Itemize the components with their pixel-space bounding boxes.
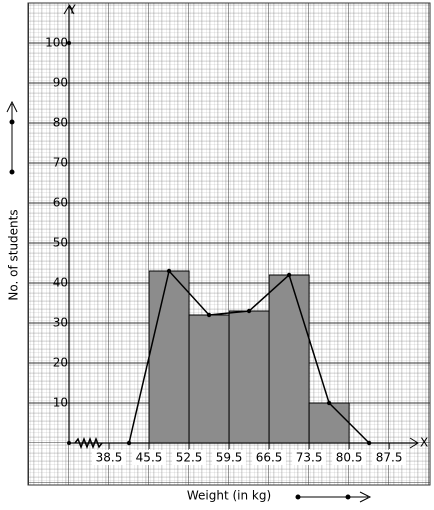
y-tick-label: 50 bbox=[53, 236, 68, 250]
bar bbox=[188, 314, 230, 444]
y-tick-label: 40 bbox=[53, 276, 68, 290]
y-arrow bbox=[63, 5, 75, 15]
y-tick-label: 20 bbox=[53, 356, 68, 370]
x-tick-label: 66.5 bbox=[256, 451, 283, 465]
x-tick-bg bbox=[252, 450, 287, 465]
y-tick-label: 70 bbox=[53, 156, 68, 170]
x-tick-bg bbox=[372, 450, 407, 465]
x-tick-bg bbox=[292, 450, 327, 465]
x-arrow bbox=[409, 437, 419, 449]
x-tick-label: 45.5 bbox=[136, 451, 163, 465]
polygon-point bbox=[326, 400, 332, 406]
x-tick-bg bbox=[92, 450, 127, 465]
y-tick-label: 60 bbox=[53, 196, 68, 210]
y-axis-name: Y bbox=[67, 3, 76, 17]
x-axis-label: Weight (in kg) bbox=[187, 489, 271, 503]
y-top bbox=[67, 41, 71, 45]
y-tick-label: 90 bbox=[53, 76, 68, 90]
bar bbox=[308, 402, 350, 444]
x-tick-bg bbox=[132, 450, 167, 465]
x-tick-label: 73.5 bbox=[296, 451, 323, 465]
bar bbox=[268, 274, 310, 444]
polygon-point bbox=[166, 268, 172, 274]
bar bbox=[148, 270, 190, 444]
x-tick-label: 52.5 bbox=[176, 451, 203, 465]
y-tick-label: 80 bbox=[53, 116, 68, 130]
origin bbox=[67, 441, 71, 445]
y-axis-label: No. of students bbox=[7, 209, 21, 300]
x-tick-label: 87.5 bbox=[376, 451, 403, 465]
x-tick-bg bbox=[172, 450, 207, 465]
x-tick-bg bbox=[332, 450, 367, 465]
polygon-point bbox=[366, 440, 372, 446]
axis-break bbox=[74, 436, 103, 450]
polygon-point bbox=[126, 440, 132, 446]
x-tick-label: 59.5 bbox=[216, 451, 243, 465]
polygon-point bbox=[206, 312, 212, 318]
bar bbox=[228, 310, 270, 444]
x-axis-name: X bbox=[420, 436, 428, 450]
x-tick-bg bbox=[212, 450, 247, 465]
decorative-arrows bbox=[6, 100, 372, 503]
polygon-point bbox=[286, 272, 292, 278]
x-tick-label: 80.5 bbox=[336, 451, 363, 465]
x-tick-label: 38.5 bbox=[96, 451, 123, 465]
y-tick-label: 100 bbox=[45, 36, 68, 50]
y-tick-label: 10 bbox=[53, 396, 68, 410]
polygon-point bbox=[246, 308, 252, 314]
y-tick-label: 30 bbox=[53, 316, 68, 330]
